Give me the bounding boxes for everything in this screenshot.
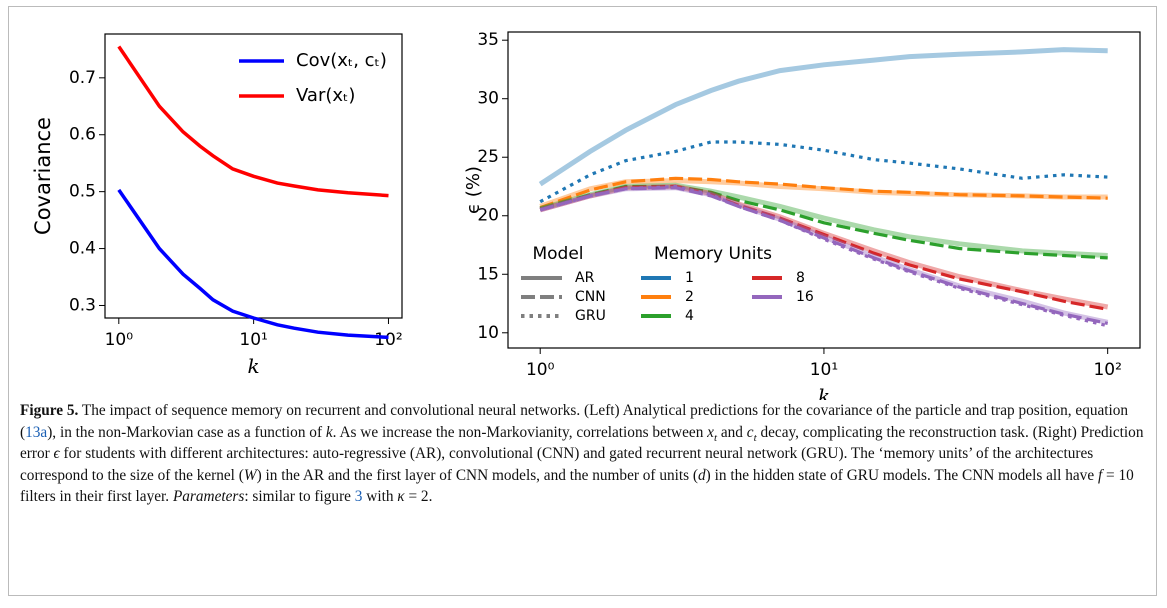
legend-label: AR xyxy=(575,270,595,286)
series-line xyxy=(539,184,1109,328)
caption-italic: d xyxy=(698,466,706,484)
series-line xyxy=(539,183,1109,310)
caption-link[interactable]: 3 xyxy=(354,488,363,505)
figure-caption: Figure 5. The impact of sequence memory … xyxy=(20,400,1145,508)
legend-label: 1 xyxy=(685,270,694,286)
x-axis-label: k xyxy=(247,354,259,378)
caption-italic: κ xyxy=(397,488,405,505)
caption-italic: k xyxy=(325,423,333,441)
y-tick-label: 35 xyxy=(477,30,499,50)
caption-italic: c xyxy=(746,423,754,441)
legend-label: Cov(xₜ, cₜ) xyxy=(296,50,387,71)
caption-italic: Parameters xyxy=(172,488,245,505)
legend-label: 8 xyxy=(796,270,805,286)
legend-label: CNN xyxy=(575,289,606,305)
legend-label: Var(xₜ) xyxy=(296,85,355,106)
caption-plain: and xyxy=(717,423,747,441)
x-tick-label: 10⁰ xyxy=(526,360,555,380)
legend-label: GRU xyxy=(575,308,606,324)
figure-frame xyxy=(8,6,1157,596)
caption-plain: = 2. xyxy=(404,488,433,505)
x-tick-label: 10² xyxy=(1093,360,1121,380)
caption-italic: W xyxy=(243,466,257,484)
series-line xyxy=(539,186,1109,325)
caption-plain: ) in the hidden state of GRU models. The… xyxy=(705,466,1098,484)
x-tick-label: 10² xyxy=(374,330,402,350)
series-line xyxy=(539,176,1108,210)
y-axis-label: Covariance xyxy=(31,117,55,235)
y-tick-label: 15 xyxy=(477,264,499,284)
y-tick-label: 0.7 xyxy=(69,68,96,88)
series-line xyxy=(538,47,1108,187)
y-tick-label: 30 xyxy=(477,89,499,109)
y-tick-label: 10 xyxy=(477,323,499,343)
y-tick-label: 20 xyxy=(477,206,499,226)
caption-plain: The impact of sequence memory on recurre… xyxy=(20,402,1129,441)
caption-sub: t xyxy=(713,431,718,444)
caption-plain: : similar to figure xyxy=(244,488,355,505)
legend-label: 16 xyxy=(796,289,814,305)
series-line xyxy=(117,45,389,198)
x-tick-label: 10¹ xyxy=(810,360,838,380)
caption-plain: for students with different architecture… xyxy=(20,445,1094,484)
caption-sub: t xyxy=(753,431,757,444)
caption-plain: with xyxy=(362,488,398,505)
caption-plain: . As we increase the non-Markovianity, c… xyxy=(332,423,708,441)
y-tick-label: 25 xyxy=(477,147,499,167)
x-tick-label: 10⁰ xyxy=(105,330,134,350)
series-line xyxy=(539,184,1108,311)
series-line xyxy=(539,140,1108,204)
caption-plain: = 10 filters in their first layer. xyxy=(20,466,1134,506)
caption-italic: f xyxy=(1097,466,1103,484)
x-axis-label: k xyxy=(818,384,830,400)
y-tick-label: 0.6 xyxy=(69,125,96,145)
caption-italic: ϵ xyxy=(53,445,60,462)
y-tick-label: 0.3 xyxy=(69,295,96,315)
y-axis-label: ϵ (%) xyxy=(463,166,484,214)
caption-plain: ), in the non-Markovian case as a functi… xyxy=(47,423,326,441)
y-tick-label: 0.5 xyxy=(69,182,96,202)
caption-plain: ) in the AR and the first layer of CNN m… xyxy=(256,466,699,484)
caption-bold: Figure 5. xyxy=(20,402,79,419)
series-line xyxy=(117,188,389,340)
x-tick-label: 10¹ xyxy=(239,330,267,350)
caption-plain: decay, complicating the reconstruction t… xyxy=(20,423,1144,463)
legend-label: 2 xyxy=(685,289,694,305)
y-tick-label: 0.4 xyxy=(69,239,96,259)
figure-charts: 10⁰ 10¹ 10² 0.3 0.4 0.5 0.6 0.7 k Covariance Cov(x… xyxy=(31,30,1141,400)
legend-title: Model xyxy=(532,244,583,264)
legend-label: 4 xyxy=(685,308,694,324)
caption-italic: x xyxy=(707,423,714,441)
caption-link[interactable]: 13a xyxy=(25,423,48,441)
legend-title: Memory Units xyxy=(654,244,772,264)
